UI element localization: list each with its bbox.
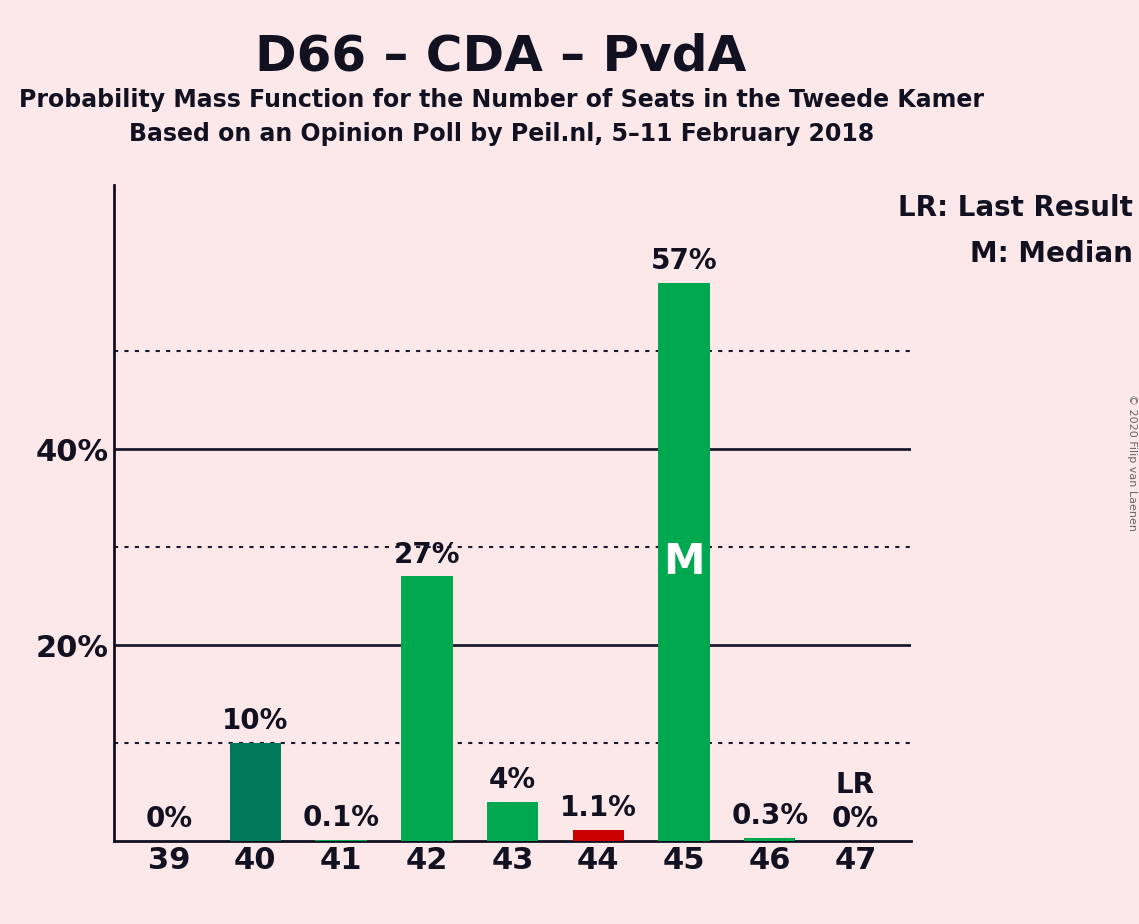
Text: 4%: 4% [489, 766, 536, 794]
Text: M: Median: M: Median [970, 240, 1133, 268]
Text: 27%: 27% [394, 541, 460, 568]
Text: 1.1%: 1.1% [560, 795, 637, 822]
Bar [744, 838, 795, 841]
Bar [230, 743, 281, 841]
Text: 10%: 10% [222, 707, 288, 736]
Text: LR: LR [836, 771, 875, 798]
Text: 0.1%: 0.1% [303, 804, 379, 832]
Text: 0.3%: 0.3% [731, 802, 809, 830]
Text: 0%: 0% [831, 805, 879, 833]
Bar [401, 577, 452, 841]
Text: 57%: 57% [650, 247, 718, 274]
Text: M: M [663, 541, 705, 583]
Bar [316, 840, 367, 841]
Bar [658, 283, 710, 841]
Text: © 2020 Filip van Laenen: © 2020 Filip van Laenen [1126, 394, 1137, 530]
Text: 0%: 0% [146, 805, 194, 833]
Text: Based on an Opinion Poll by Peil.nl, 5–11 February 2018: Based on an Opinion Poll by Peil.nl, 5–1… [129, 122, 874, 146]
Bar [486, 802, 539, 841]
Bar [573, 830, 624, 841]
Text: Probability Mass Function for the Number of Seats in the Tweede Kamer: Probability Mass Function for the Number… [18, 88, 984, 112]
Text: LR: Last Result: LR: Last Result [899, 194, 1133, 222]
Text: D66 – CDA – PvdA: D66 – CDA – PvdA [255, 32, 747, 80]
